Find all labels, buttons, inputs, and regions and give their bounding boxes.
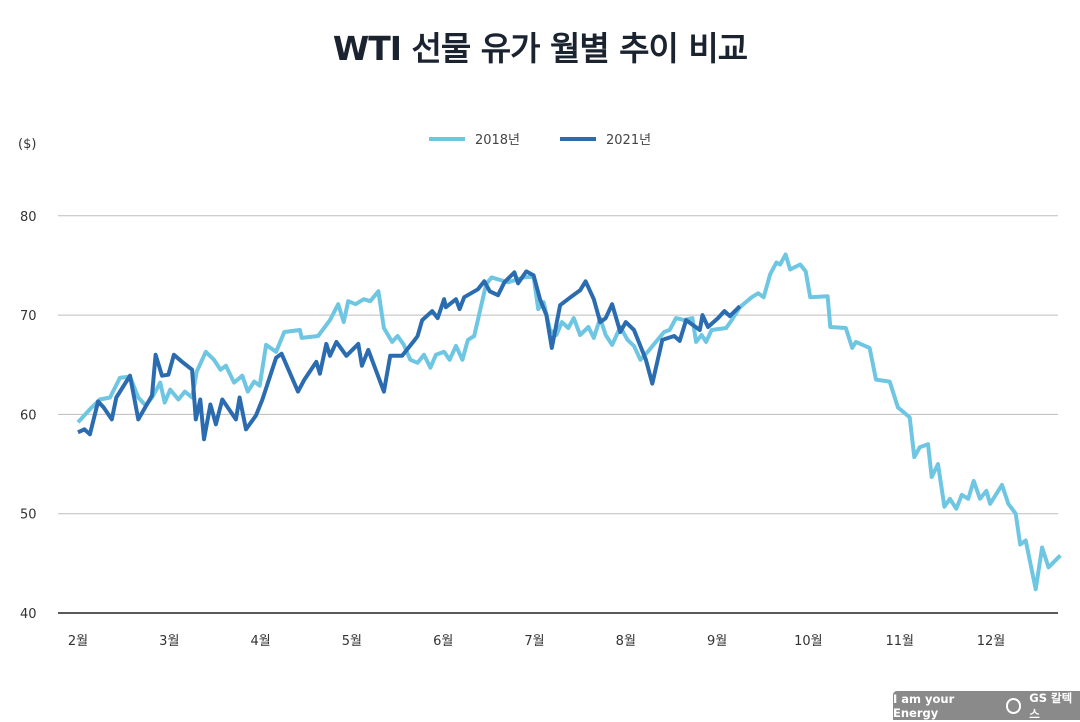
x-tick-label: 6월 — [433, 634, 453, 649]
y-tick-label: 80 — [20, 210, 37, 225]
legend-swatch-2018 — [428, 136, 465, 141]
legend-label-2021: 2021년 — [606, 133, 652, 148]
series-line-2021 — [77, 269, 742, 442]
x-tick-label: 10월 — [794, 634, 823, 649]
chart-title: WTI 선물 유가 월별 추이 비교 — [332, 29, 748, 68]
legend-label-2018: 2018년 — [474, 133, 520, 148]
x-tick-label: 5월 — [342, 634, 362, 649]
series-line-2018 — [76, 252, 1062, 592]
x-tick-label: 11월 — [885, 634, 914, 649]
y-axis-unit: ($) — [18, 137, 37, 152]
legend-swatch-2021 — [560, 136, 596, 141]
brand-tagline: I am your Energy — [893, 691, 955, 720]
x-tick-label: 12월 — [977, 634, 1006, 649]
legend: 2018년 2021년 — [0, 129, 1080, 148]
y-tick-label: 70 — [20, 309, 37, 324]
x-tick-label: 8월 — [616, 634, 636, 649]
y-tick-label: 60 — [20, 408, 37, 423]
y-tick-label: 40 — [20, 607, 37, 622]
gs-logo-icon — [1005, 697, 1022, 714]
y-tick-label: 50 — [20, 508, 37, 523]
brand-company: GS 칼텍스 — [1029, 690, 1073, 721]
x-tick-label: 2월 — [68, 634, 88, 649]
x-tick-label: 3월 — [159, 634, 179, 649]
brand-badge: I am your Energy GS 칼텍스 — [893, 690, 1080, 721]
legend-item-2021: 2021년 — [560, 129, 651, 148]
x-tick-label: 4월 — [250, 634, 270, 649]
legend-item-2018: 2018년 — [428, 129, 520, 148]
x-tick-label: 7월 — [524, 634, 544, 649]
x-tick-label: 9월 — [707, 634, 727, 649]
